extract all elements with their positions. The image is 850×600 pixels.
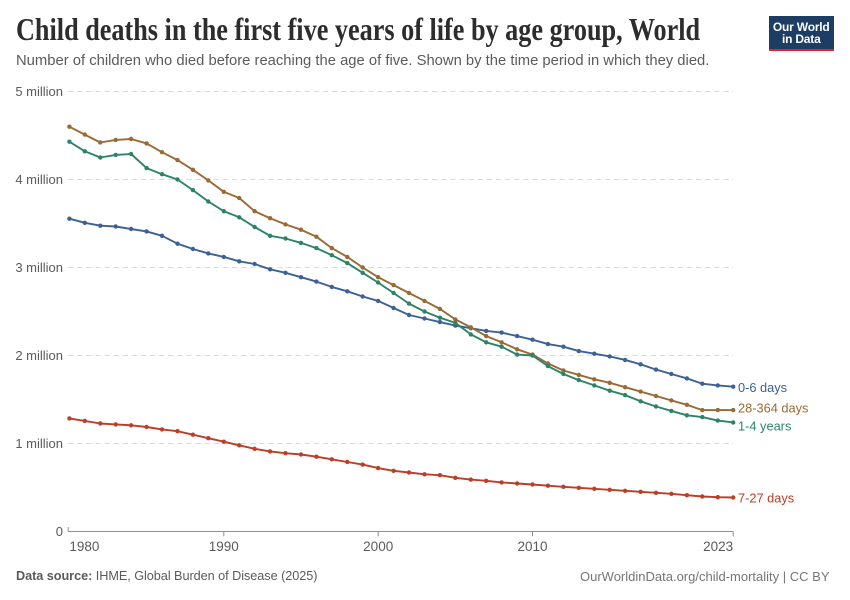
svg-text:7-27 days: 7-27 days <box>738 490 794 505</box>
svg-text:1 million: 1 million <box>15 436 63 451</box>
svg-text:2010: 2010 <box>517 539 547 554</box>
svg-text:1990: 1990 <box>209 539 239 554</box>
svg-text:1-4 years: 1-4 years <box>738 419 791 434</box>
svg-text:28-364 days: 28-364 days <box>738 400 808 415</box>
svg-text:4 million: 4 million <box>15 172 63 187</box>
svg-text:5 million: 5 million <box>15 84 63 99</box>
svg-text:3 million: 3 million <box>15 260 63 275</box>
svg-text:0-6 days: 0-6 days <box>738 380 787 395</box>
svg-text:2000: 2000 <box>363 539 393 554</box>
svg-text:2023: 2023 <box>703 539 733 554</box>
svg-text:2 million: 2 million <box>15 348 63 363</box>
svg-text:1980: 1980 <box>69 539 99 554</box>
svg-text:0: 0 <box>56 524 63 539</box>
